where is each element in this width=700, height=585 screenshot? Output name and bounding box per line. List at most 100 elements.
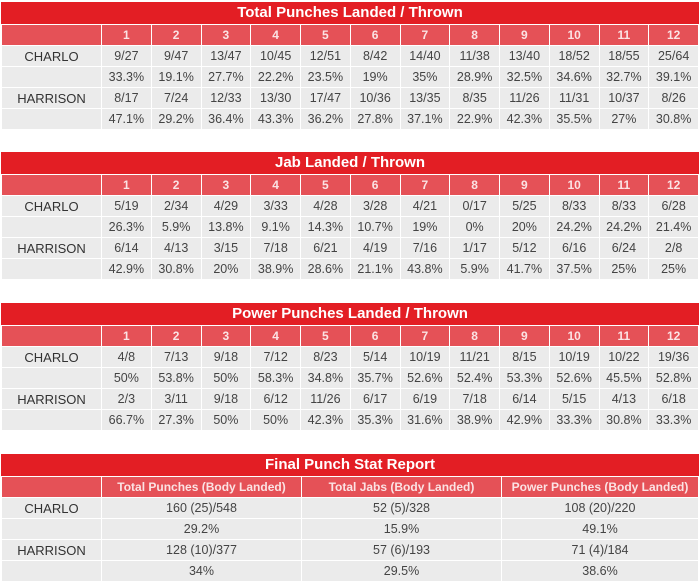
- stat-cell: 7/24: [150, 87, 202, 109]
- round-header: 11: [598, 174, 650, 196]
- stat-cell: 10/36: [349, 87, 401, 109]
- stat-cell: 2/8: [648, 237, 699, 259]
- fighter-name: HARRISON: [1, 539, 102, 561]
- pct-cell: 20%: [499, 216, 550, 238]
- pct-cell: 29.2%: [101, 518, 302, 540]
- stat-cell: 10/19: [548, 346, 600, 368]
- stat-cell: 5/19: [101, 195, 152, 217]
- stat-cell: 11/31: [548, 87, 600, 109]
- fighter-name-blank: [1, 560, 102, 582]
- pct-cell: 58.3%: [250, 367, 301, 389]
- header-cell-blank: [1, 174, 102, 196]
- pct-cell: 24.2%: [598, 216, 650, 238]
- pct-cell: 52.6%: [548, 367, 600, 389]
- pct-cell: 14.3%: [300, 216, 351, 238]
- table-row: HARRISON 2/3 3/11 9/18 6/12 11/26 6/17 6/19 7/18…: [1, 388, 699, 410]
- stat-cell: 8/23: [300, 346, 351, 368]
- stat-cell: 25/64: [648, 45, 699, 67]
- final-report-table: Final Punch Stat Report Total Punches (B…: [1, 454, 699, 582]
- round-header: 11: [598, 24, 650, 46]
- stat-cell: 4/8: [101, 346, 152, 368]
- pct-cell: 37.1%: [399, 108, 451, 130]
- fighter-name: HARRISON: [1, 87, 102, 109]
- round-header: 4: [250, 325, 301, 347]
- header-row: 1 2 3 4 5 6 7 8 9 10 11 12: [1, 174, 699, 196]
- pct-cell: 19.1%: [150, 66, 202, 88]
- stat-cell: 160 (25)/548: [101, 497, 302, 519]
- stat-cell: 7/18: [449, 388, 500, 410]
- stat-cell: 8/35: [449, 87, 500, 109]
- round-header: 1: [101, 24, 152, 46]
- round-header: 3: [200, 325, 252, 347]
- table-row: CHARLO 160 (25)/548 52 (5)/328 108 (20)/…: [1, 497, 699, 519]
- pct-cell: 22.2%: [250, 66, 301, 88]
- pct-cell: 30.8%: [150, 258, 202, 280]
- round-header: 10: [548, 24, 600, 46]
- table-row: HARRISON 128 (10)/377 57 (6)/193 71 (4)/…: [1, 539, 699, 561]
- table-row: HARRISON 6/14 4/13 3/15 7/18 6/21 4/19 7/16 1/17…: [1, 237, 699, 259]
- header-row: 1 2 3 4 5 6 7 8 9 10 11 12: [1, 24, 699, 46]
- round-header: 2: [150, 325, 202, 347]
- pct-cell: 5.9%: [449, 258, 500, 280]
- table-row: 42.9% 30.8% 20% 38.9% 28.6% 21.1% 43.8% 5.9% 41.…: [1, 258, 699, 280]
- stat-cell: 0/17: [449, 195, 500, 217]
- fighter-name: CHARLO: [1, 497, 102, 519]
- stat-cell: 7/12: [250, 346, 301, 368]
- pct-cell: 35.5%: [548, 108, 600, 130]
- round-header: 8: [449, 174, 500, 196]
- table-title: Total Punches Landed / Thrown: [1, 2, 699, 24]
- pct-cell: 52.4%: [449, 367, 500, 389]
- stat-cell: 3/15: [200, 237, 252, 259]
- stat-cell: 2/34: [150, 195, 202, 217]
- stat-cell: 11/26: [300, 388, 351, 410]
- stat-cell: 9/27: [101, 45, 152, 67]
- stat-cell: 3/11: [150, 388, 202, 410]
- pct-cell: 34.6%: [548, 66, 600, 88]
- pct-cell: 47.1%: [101, 108, 152, 130]
- pct-cell: 42.9%: [499, 409, 550, 431]
- pct-cell: 28.6%: [300, 258, 351, 280]
- table-row: CHARLO 9/27 9/47 13/47 10/45 12/51 8/42 14/40 11…: [1, 45, 699, 67]
- pct-cell: 43.3%: [250, 108, 301, 130]
- stat-cell: 7/13: [150, 346, 202, 368]
- round-header: 6: [349, 174, 401, 196]
- pct-cell: 39.1%: [648, 66, 699, 88]
- round-header: 7: [399, 174, 451, 196]
- fighter-name-blank: [1, 216, 102, 238]
- stat-cell: 19/36: [648, 346, 699, 368]
- table-row: 34% 29.5% 38.6%: [1, 560, 699, 582]
- round-header: 5: [300, 174, 351, 196]
- stat-cell: 9/18: [200, 388, 252, 410]
- round-header: 9: [499, 174, 550, 196]
- round-header: 4: [250, 24, 301, 46]
- round-header: 10: [548, 174, 600, 196]
- stat-cell: 11/26: [499, 87, 550, 109]
- stat-cell: 4/29: [200, 195, 252, 217]
- table-row: 50% 53.8% 50% 58.3% 34.8% 35.7% 52.6% 52.4% 53.3…: [1, 367, 699, 389]
- pct-cell: 49.1%: [501, 518, 699, 540]
- stat-cell: 8/42: [349, 45, 401, 67]
- fighter-name: CHARLO: [1, 195, 102, 217]
- stat-cell: 6/18: [648, 388, 699, 410]
- pct-cell: 32.5%: [499, 66, 550, 88]
- fighter-name-blank: [1, 367, 102, 389]
- stat-cell: 5/25: [499, 195, 550, 217]
- stat-cell: 4/13: [598, 388, 650, 410]
- stat-cell: 9/18: [200, 346, 252, 368]
- stat-cell: 8/33: [548, 195, 600, 217]
- round-header: 8: [449, 325, 500, 347]
- round-header: 9: [499, 24, 550, 46]
- pct-cell: 33.3%: [648, 409, 699, 431]
- stat-cell: 18/55: [598, 45, 650, 67]
- round-header: 5: [300, 24, 351, 46]
- stat-cell: 10/45: [250, 45, 301, 67]
- stat-cell: 6/12: [250, 388, 301, 410]
- fighter-name-blank: [1, 108, 102, 130]
- header-cell-blank: [1, 325, 102, 347]
- stat-cell: 5/12: [499, 237, 550, 259]
- pct-cell: 50%: [101, 367, 152, 389]
- round-header: 7: [399, 24, 451, 46]
- round-header: 7: [399, 325, 451, 347]
- round-header: 12: [648, 325, 699, 347]
